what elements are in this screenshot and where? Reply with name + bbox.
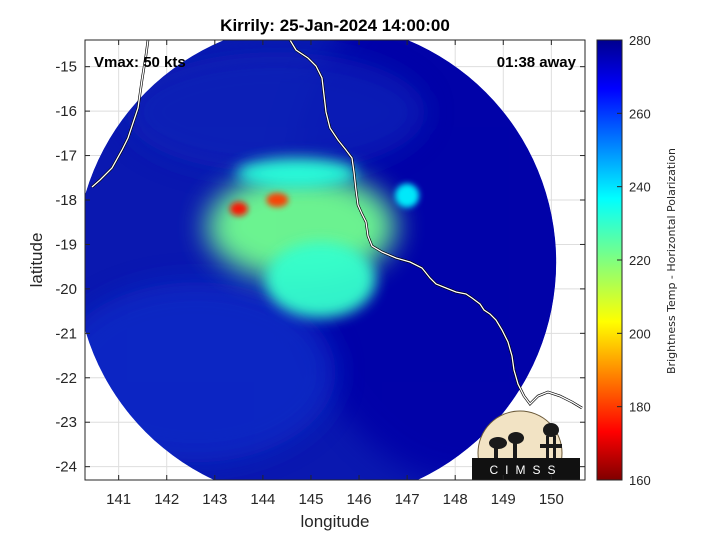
- y-tick-label: -21: [55, 325, 77, 342]
- feature-cold-core-east: [266, 193, 289, 207]
- y-axis-label: latitude: [27, 233, 46, 288]
- x-tick-label: 141: [106, 491, 131, 508]
- x-tick-label: 148: [443, 491, 468, 508]
- x-tick-label: 147: [395, 491, 420, 508]
- colorbar-tick-label: 220: [629, 253, 651, 268]
- axes-frame: [84, 39, 586, 481]
- coastline-white: [91, 40, 583, 409]
- feature-southern-band: [265, 242, 376, 318]
- y-tick-labels: -15 -16 -17 -18 -19 -20 -21 -22 -23 -24: [55, 59, 77, 476]
- logo-text: CIMSS: [489, 463, 562, 477]
- tick-marks: [85, 40, 585, 480]
- x-tick-label: 146: [347, 491, 372, 508]
- y-tick-label: -15: [55, 59, 77, 76]
- y-tick-label: -23: [55, 414, 77, 431]
- x-tick-label: 143: [202, 491, 227, 508]
- colorbar-ticks: 280 260 240 220 200 180 160: [617, 33, 651, 488]
- x-tick-label: 144: [250, 491, 275, 508]
- feature-cold-core-west: [229, 201, 248, 216]
- colorbar-tick-label: 280: [629, 33, 651, 48]
- y-tick-label: -18: [55, 192, 77, 209]
- x-tick-label: 142: [154, 491, 179, 508]
- colorbar-label: Brightness Temp - Horizontal Polarizatio…: [665, 148, 678, 374]
- x-tick-label: 145: [298, 491, 323, 508]
- feature-offshore-cell: [395, 183, 420, 208]
- logo-banner: [472, 458, 580, 480]
- colorbar-tick-label: 260: [629, 106, 651, 121]
- y-tick-label: -16: [55, 103, 77, 120]
- y-tick-label: -19: [55, 236, 77, 253]
- y-tick-label: -22: [55, 370, 77, 387]
- colorbar-tick-label: 240: [629, 180, 651, 195]
- satellite-dish-icon: [489, 432, 524, 459]
- colorbar-tick-label: 180: [629, 400, 651, 415]
- x-tick-labels: 141 142 143 144 145 146 147 148 149 150: [106, 491, 564, 508]
- coastline: [91, 40, 583, 410]
- land-region-north: [125, 52, 426, 173]
- colorbar-tick-label: 160: [629, 473, 651, 488]
- y-tick-label: -24: [55, 459, 77, 476]
- y-tick-label: -17: [55, 148, 77, 165]
- x-axis-label: longitude: [300, 512, 369, 531]
- feature-outer-band-north: [236, 159, 357, 188]
- chart-title: Kirrily: 25-Jan-2024 14:00:00: [220, 16, 450, 35]
- colorbar-tick-label: 200: [629, 326, 651, 341]
- water-tower-icon: [540, 423, 562, 460]
- vmax-annotation: Vmax: 50 kts: [94, 54, 186, 71]
- cimss-logo: CIMSS: [472, 410, 580, 480]
- time-away-annotation: 01:38 away: [497, 54, 577, 71]
- x-tick-label: 149: [491, 491, 516, 508]
- y-tick-label: -20: [55, 281, 77, 298]
- x-tick-label: 150: [539, 491, 564, 508]
